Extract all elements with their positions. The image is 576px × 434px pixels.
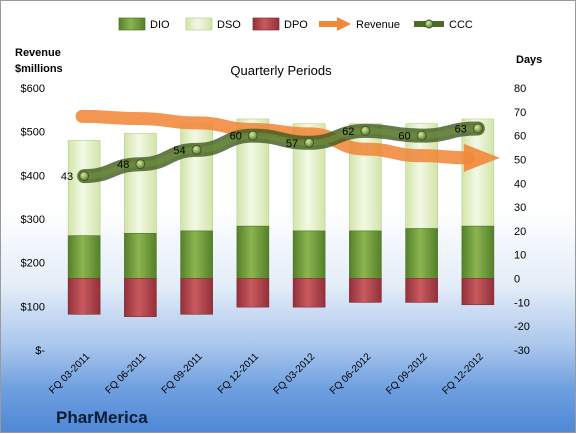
right-tick-label: 20	[514, 226, 526, 238]
legend-label: DIO	[150, 19, 170, 31]
ccc-point	[191, 144, 202, 155]
dpo-bar	[349, 278, 382, 303]
legend: DIO DSO DPO Revenue CCC	[118, 17, 473, 31]
bars	[67, 118, 495, 317]
category-label: FQ 09-2011	[160, 351, 205, 396]
ccc-point	[247, 130, 258, 141]
legend-label: Revenue	[356, 19, 400, 31]
category-label: FQ 12-2012	[440, 351, 486, 397]
lines: 43 48 54 60 57 62 60 63	[61, 109, 500, 183]
dio-bar	[180, 230, 213, 279]
left-tick-label: $600	[21, 83, 45, 95]
ccc-data-label: 54	[173, 145, 185, 157]
legend-swatch	[252, 17, 280, 31]
right-axis-title: Days	[516, 54, 542, 66]
revenue-arrowhead	[463, 143, 500, 172]
dso-bar	[124, 132, 157, 234]
dpo-bar	[67, 278, 101, 315]
category-label: FQ 06-2011	[104, 351, 149, 396]
right-tick-label: -10	[514, 297, 530, 309]
category-label: FQ 09-2012	[384, 351, 430, 397]
right-axis: -30 -20 -10 0 10 20 30 40 50 60 70 80	[514, 83, 530, 357]
dio-bar	[405, 228, 438, 279]
legend-label: CCC	[449, 19, 473, 31]
category-label: FQ 03-2011	[47, 351, 92, 396]
dio-bar	[67, 235, 101, 279]
dpo-bar	[124, 278, 157, 317]
ccc-data-label: 48	[117, 159, 129, 171]
category-label: FQ 06-2012	[328, 351, 374, 397]
right-tick-label: 80	[514, 83, 526, 95]
ccc-point	[416, 130, 427, 141]
right-tick-label: 60	[514, 131, 526, 143]
ccc-point	[79, 171, 90, 182]
right-tick-label: 50	[514, 154, 526, 166]
right-tick-label: 10	[514, 250, 526, 262]
right-tick-label: 0	[514, 274, 520, 286]
left-axis-title-line2: $millions	[15, 63, 63, 75]
revenue-line	[75, 109, 475, 165]
legend-swatch	[118, 17, 146, 31]
category-label: FQ 12-2011	[216, 351, 261, 396]
dso-bar	[180, 123, 213, 232]
left-tick-label: $500	[21, 127, 45, 139]
company-name: PharMerica	[56, 408, 148, 427]
ccc-data-label: 63	[455, 123, 467, 135]
legend-arrowhead	[337, 17, 351, 31]
dpo-bar	[236, 278, 270, 308]
left-axis-title-line1: Revenue	[15, 47, 61, 59]
right-tick-label: 40	[514, 178, 526, 190]
dpo-bar	[405, 278, 438, 303]
left-tick-label: $200	[21, 258, 45, 270]
ccc-point	[360, 125, 371, 136]
ccc-data-label: 62	[342, 126, 354, 138]
category-labels: FQ 03-2011 FQ 06-2011 FQ 09-2011 FQ 12-2011…	[47, 351, 486, 397]
legend-marker	[424, 19, 434, 29]
dio-bar	[236, 225, 270, 279]
dpo-bar	[292, 278, 326, 308]
legend-label: DSO	[217, 19, 241, 31]
left-tick-label: $300	[21, 214, 45, 226]
right-tick-label: -30	[514, 345, 530, 357]
ccc-data-label: 43	[61, 171, 73, 183]
left-tick-label: $-	[35, 345, 45, 357]
dpo-bar	[461, 278, 495, 306]
ccc-point	[135, 159, 146, 170]
ccc-point	[304, 137, 315, 148]
dso-bar	[349, 123, 382, 232]
right-tick-label: 70	[514, 107, 526, 119]
right-tick-label: -20	[514, 321, 530, 333]
left-tick-label: $100	[21, 301, 45, 313]
dio-bar	[349, 230, 382, 279]
dio-bar	[124, 232, 157, 279]
left-axis: $- $100 $200 $300 $400 $500 $600	[21, 83, 46, 357]
dso-bar	[67, 140, 101, 236]
left-tick-label: $400	[21, 170, 45, 182]
category-label: FQ 03-2012	[272, 351, 318, 397]
ccc-point	[472, 123, 483, 134]
ccc-data-label: 57	[286, 138, 298, 150]
ccc-data-label: 60	[230, 131, 242, 143]
dio-bar	[292, 230, 326, 279]
ccc-data-label: 60	[398, 131, 410, 143]
chart-subtitle: Quarterly Periods	[230, 63, 332, 78]
dio-bar	[461, 225, 495, 279]
dso-bar	[461, 118, 495, 227]
dpo-bar	[180, 278, 213, 315]
legend-label: DPO	[284, 19, 308, 31]
legend-swatch	[185, 17, 213, 31]
right-tick-label: 30	[514, 202, 526, 214]
